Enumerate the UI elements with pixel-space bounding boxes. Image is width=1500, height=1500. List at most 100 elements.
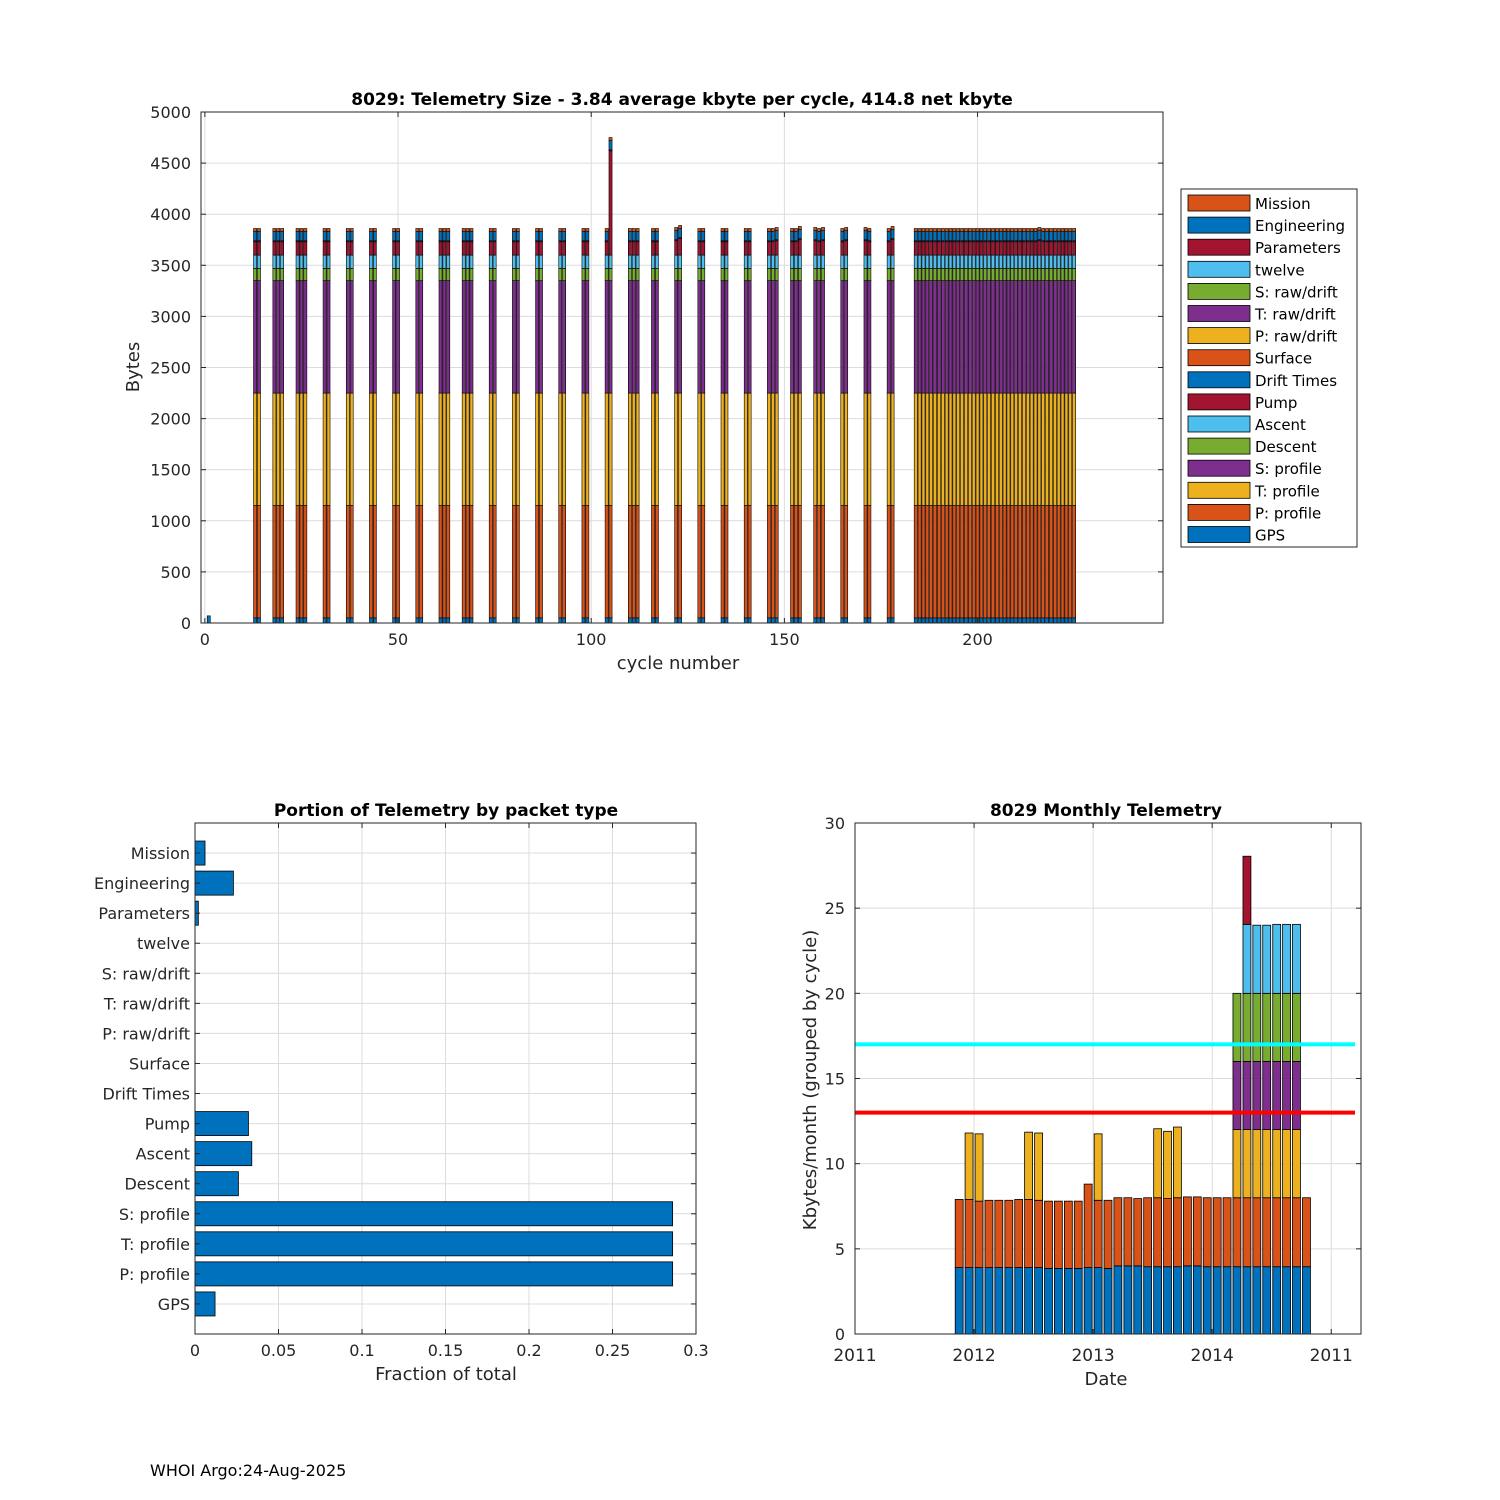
top-bar-gps (794, 617, 798, 624)
top-bar-mission (697, 228, 702, 232)
top-bar-ascent (979, 254, 984, 269)
top-bar-descent (940, 268, 945, 281)
top-bar-p-profile (940, 505, 945, 619)
br-bar-segment (1083, 1267, 1093, 1335)
top-bar-pump (983, 241, 988, 256)
bl-bar (194, 1171, 239, 1197)
top-bar-t-profile (747, 392, 752, 506)
top-bar-s-profile (492, 280, 497, 394)
top-bar-pump (558, 241, 563, 256)
br-bar-segment (1163, 1130, 1172, 1199)
top-bar-ascent (678, 254, 682, 269)
top-bar-t-profile (604, 392, 609, 506)
top-bar-mission (1022, 228, 1026, 232)
top-bar-t-profile (701, 392, 706, 506)
top-bar-descent (272, 268, 277, 281)
top-bar-s-profile (651, 280, 655, 394)
top-bar-pump (1018, 241, 1022, 256)
top-bar-ascent (917, 254, 922, 269)
top-bar-mission (488, 228, 493, 232)
top-bar-pump (952, 241, 957, 256)
top-bar-p-profile (465, 505, 470, 619)
top-bar-t-profile (1006, 392, 1011, 506)
bl-xtick-label: 0.2 (516, 1341, 541, 1360)
top-bar-descent (794, 268, 798, 281)
top-bar-engineering (995, 231, 999, 242)
top-bar-descent (1010, 268, 1015, 281)
bl-ytick-label: S: raw/drift (102, 964, 190, 983)
top-bar-gps (817, 617, 821, 624)
top-bar-engineering (944, 231, 949, 242)
top-bar-engineering (604, 231, 609, 242)
top-bar-s-profile (983, 280, 988, 394)
top-bar-pump (585, 241, 590, 256)
top-chart-title: 8029: Telemetry Size - 3.84 average kbyt… (351, 90, 1013, 110)
top-bar-mission (983, 228, 988, 232)
top-bar-pump (1033, 241, 1038, 256)
top-bar-p-profile (701, 505, 706, 619)
top-bar-p-profile (396, 505, 400, 619)
bl-ytick-label: twelve (137, 934, 190, 953)
top-bar-t-profile (492, 392, 497, 506)
top-bar-ascent (1037, 254, 1042, 269)
legend-label: Parameters (1255, 239, 1341, 257)
top-bar-gps (956, 617, 961, 624)
top-bar-gps (983, 617, 988, 624)
top-bar-mission (295, 228, 300, 232)
top-bar-t-profile (631, 392, 636, 506)
top-bar-t-profile (767, 392, 771, 506)
top-bar-descent (515, 268, 520, 281)
top-bar-t-profile (956, 392, 961, 506)
top-bar-mission (917, 228, 922, 232)
top-bar-mission (1045, 228, 1049, 232)
top-bar-s-profile (488, 280, 493, 394)
top-bar-p-profile (276, 505, 281, 619)
top-bar-p-profile (651, 505, 655, 619)
top-bar-engineering (983, 231, 988, 242)
top-bar-pump (299, 241, 304, 256)
top-bar-gps (280, 617, 284, 624)
br-bar-segment (1272, 992, 1282, 1062)
top-bar-ascent (488, 254, 493, 269)
top-bar-engineering (747, 231, 752, 242)
top-bar-mission (987, 228, 991, 232)
top-bar-t-profile (488, 392, 493, 506)
top-bar-mission (867, 228, 872, 232)
top-bar-t-profile (944, 392, 949, 506)
br-bar-segment (1242, 992, 1252, 1062)
top-bar-p-profile (767, 505, 771, 619)
top-bar-pump (720, 241, 725, 256)
top-bar-s-profile (975, 280, 980, 394)
top-bar-descent (817, 268, 821, 281)
top-bar-p-profile (512, 505, 516, 619)
top-bar-pump (937, 241, 941, 256)
top-bar-s-profile (1002, 280, 1007, 394)
top-bar-pump (438, 241, 443, 256)
br-ytick-label: 0 (835, 1325, 845, 1344)
top-bar-engineering (797, 229, 802, 240)
top-bar-p-profile (844, 505, 849, 619)
br-bar-segment (1123, 1265, 1133, 1335)
br-bar-segment (1282, 992, 1291, 1062)
top-bar-s-profile (257, 280, 261, 394)
top-bar-p-profile (1014, 505, 1019, 619)
top-bar-descent (960, 268, 964, 281)
top-bar-mission (971, 228, 976, 232)
top-bar-s-profile (655, 280, 659, 394)
top-bar-p-profile (1072, 505, 1076, 619)
top-bar-mission (369, 228, 373, 232)
top-bar-ascent (585, 254, 590, 269)
top-bar-t-profile (257, 392, 261, 506)
top-bar-s-profile (867, 280, 872, 394)
br-bar-segment (1222, 1266, 1232, 1335)
top-bar-engineering (349, 231, 354, 242)
top-bar-gps (921, 617, 926, 624)
br-bar-segment (1272, 1061, 1282, 1131)
top-bar-mission (770, 228, 775, 232)
top-bar-engineering (767, 231, 771, 242)
top-bar-engineering (720, 231, 725, 242)
br-bar-segment (1004, 1199, 1014, 1268)
br-bar-segment (1292, 1266, 1301, 1335)
br-bar-segment (1252, 1061, 1262, 1131)
top-bar-gps (1045, 617, 1049, 624)
